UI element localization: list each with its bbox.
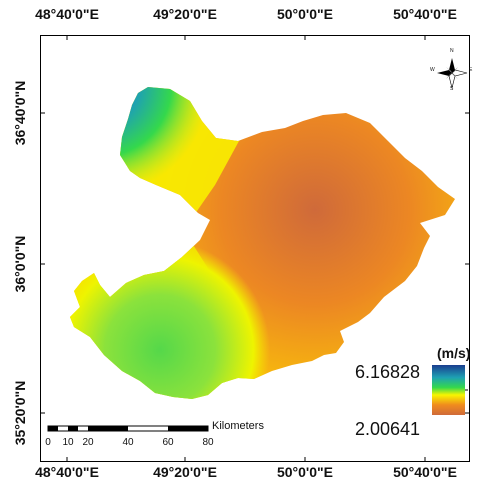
scale-bar-label: 40 bbox=[122, 437, 134, 448]
bottom-tick-label: 49°20'0"E bbox=[153, 464, 217, 480]
map-frame bbox=[40, 35, 470, 462]
compass-letter-e: E bbox=[469, 67, 473, 73]
legend-max-label: 6.16828 bbox=[355, 362, 421, 382]
bottom-tick-label: 48°40'0"E bbox=[35, 464, 99, 480]
scale-bar bbox=[47, 425, 209, 432]
top-tick-label: 50°40'0"E bbox=[393, 6, 457, 22]
left-tick-label: 36°0'0"N bbox=[12, 235, 28, 293]
scale-bar-label: 60 bbox=[162, 437, 174, 448]
compass-letter-w: W bbox=[430, 67, 435, 73]
top-tick-label: 48°40'0"E bbox=[35, 6, 99, 22]
scale-bar-label: 20 bbox=[82, 437, 94, 448]
bottom-tick-label: 50°40'0"E bbox=[393, 464, 457, 480]
graticule-ticks bbox=[40, 35, 470, 462]
scale-bar-label: 80 bbox=[202, 437, 214, 448]
scale-bar-label: 0 bbox=[45, 437, 51, 448]
compass-rose-icon bbox=[437, 58, 468, 89]
compass-letter-s: S bbox=[450, 86, 454, 92]
scale-bar-unit: Kilometers bbox=[212, 420, 264, 432]
legend-min-label: 2.00641 bbox=[355, 419, 421, 439]
legend-color-ramp bbox=[432, 365, 465, 415]
left-tick-label: 36°40'0"N bbox=[12, 80, 28, 146]
scale-bar-label: 10 bbox=[62, 437, 74, 448]
top-tick-label: 49°20'0"E bbox=[153, 6, 217, 22]
left-tick-label: 35°20'0"N bbox=[12, 380, 28, 446]
compass-letter-n: N bbox=[450, 48, 454, 54]
bottom-tick-label: 50°0'0"E bbox=[276, 464, 334, 480]
legend-title: (m/s) bbox=[437, 345, 471, 361]
top-tick-label: 50°0'0"E bbox=[276, 6, 334, 22]
